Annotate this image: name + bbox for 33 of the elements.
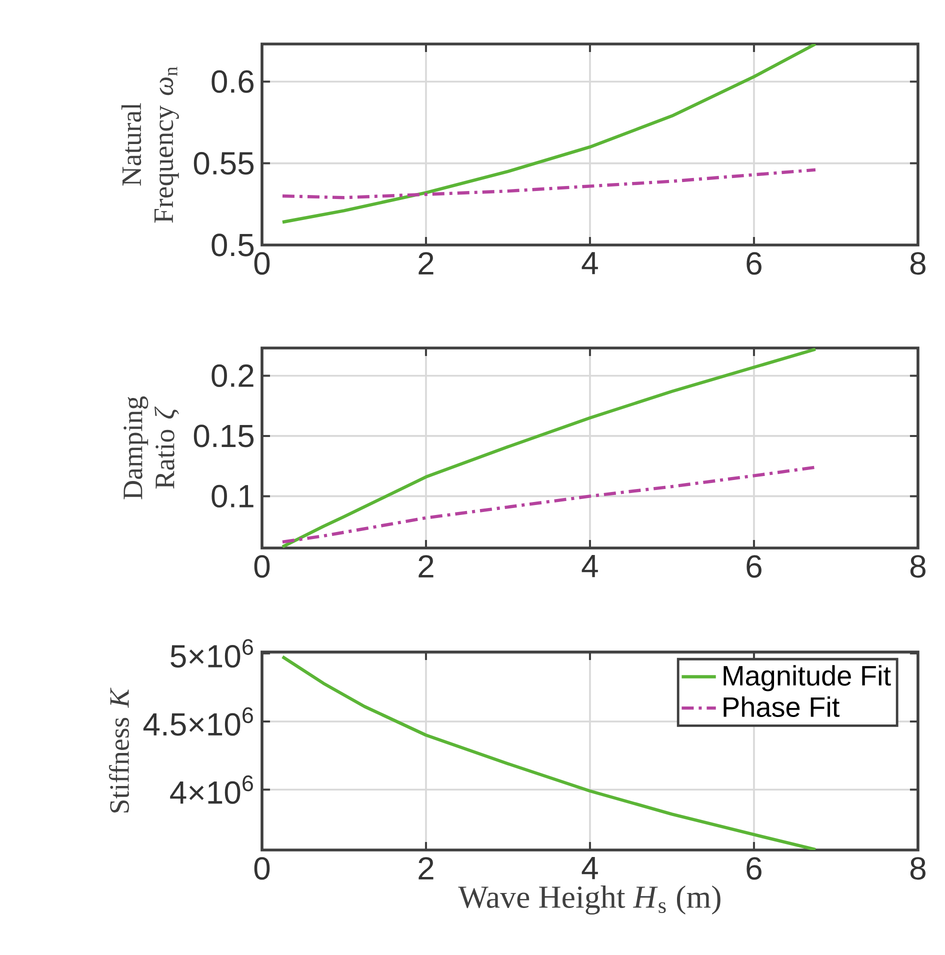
x-axis-title: Wave Height H$_{s}$ (m) [458, 885, 720, 915]
y-tick-label: 0.15 [194, 424, 254, 448]
x-tick-label: 2 [418, 252, 434, 274]
y-axis-title: Stiffness K [108, 688, 129, 812]
y-tick-label: 5×10$^{6}$ [170, 639, 253, 668]
legend-label: Phase Fit [724, 696, 840, 717]
x-tick-label: 4 [582, 857, 598, 880]
line-series [280, 466, 818, 544]
x-tick-label: 0 [254, 857, 270, 880]
y-tick-label: 0.6 [212, 70, 254, 93]
x-tick-label: 8 [910, 857, 926, 880]
line-series [280, 348, 818, 548]
y-tick-label: 0.55 [194, 152, 254, 175]
x-tick-label: 2 [418, 857, 434, 880]
y-tick-label: 0.1 [212, 484, 254, 508]
y-tick-label: 0.5 [212, 234, 254, 256]
x-tick-label: 8 [910, 555, 926, 578]
x-tick-label: 6 [746, 555, 762, 578]
y-tick-label: 4×10$^{6}$ [170, 775, 253, 804]
y-tick-label: 4.5×10$^{6}$ [143, 707, 253, 736]
x-tick-label: 0 [254, 555, 270, 578]
line-series [280, 168, 818, 200]
x-tick-label: 6 [746, 252, 762, 275]
line-series [280, 44, 818, 224]
x-tick-label: 4 [582, 555, 598, 578]
y-tick-label: 0.2 [212, 364, 254, 388]
y-axis-title: Natural Frequency ω$_{n}$ [121, 66, 179, 223]
legend-label: Magnitude Fit [724, 665, 891, 692]
x-tick-label: 2 [418, 555, 434, 578]
x-tick-label: 8 [910, 252, 926, 275]
x-tick-label: 0 [254, 252, 270, 275]
x-tick-label: 4 [582, 252, 598, 274]
x-tick-label: 6 [746, 857, 762, 880]
